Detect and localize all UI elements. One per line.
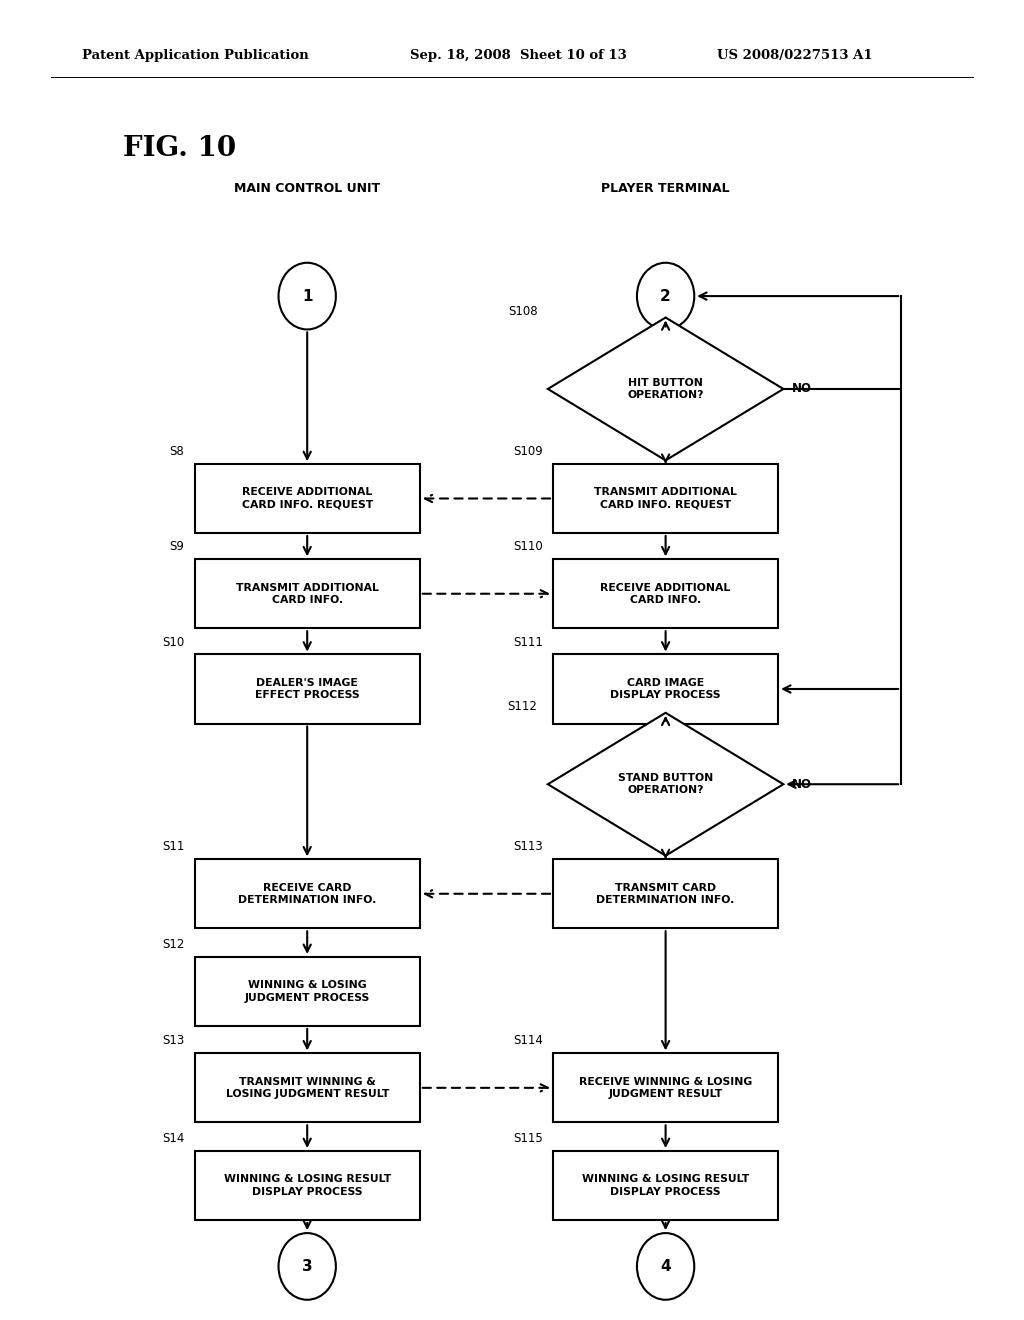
Polygon shape — [548, 318, 783, 461]
FancyBboxPatch shape — [195, 859, 420, 928]
Text: TRANSMIT WINNING &
LOSING JUDGMENT RESULT: TRANSMIT WINNING & LOSING JUDGMENT RESUL… — [225, 1077, 389, 1100]
Circle shape — [637, 263, 694, 330]
Text: RECEIVE CARD
DETERMINATION INFO.: RECEIVE CARD DETERMINATION INFO. — [238, 883, 377, 906]
Text: TRANSMIT ADDITIONAL
CARD INFO.: TRANSMIT ADDITIONAL CARD INFO. — [236, 582, 379, 605]
Text: HIT BUTTON
OPERATION?: HIT BUTTON OPERATION? — [628, 378, 703, 400]
Text: DEALER'S IMAGE
EFFECT PROCESS: DEALER'S IMAGE EFFECT PROCESS — [255, 677, 359, 700]
Text: FIG. 10: FIG. 10 — [123, 136, 236, 162]
Circle shape — [279, 1233, 336, 1300]
Text: US 2008/0227513 A1: US 2008/0227513 A1 — [717, 49, 872, 62]
Text: S13: S13 — [162, 1035, 184, 1047]
Text: RECEIVE ADDITIONAL
CARD INFO. REQUEST: RECEIVE ADDITIONAL CARD INFO. REQUEST — [242, 487, 373, 510]
Text: RECEIVE ADDITIONAL
CARD INFO.: RECEIVE ADDITIONAL CARD INFO. — [600, 582, 731, 605]
Text: STAND BUTTON
OPERATION?: STAND BUTTON OPERATION? — [617, 774, 714, 796]
Text: PLAYER TERMINAL: PLAYER TERMINAL — [601, 182, 730, 195]
Text: 2: 2 — [660, 289, 671, 304]
Text: S115: S115 — [513, 1133, 543, 1144]
Text: S114: S114 — [513, 1035, 543, 1047]
FancyBboxPatch shape — [195, 957, 420, 1026]
FancyBboxPatch shape — [195, 560, 420, 628]
Text: 1: 1 — [302, 289, 312, 304]
Text: WINNING & LOSING
JUDGMENT PROCESS: WINNING & LOSING JUDGMENT PROCESS — [245, 981, 370, 1003]
Text: S10: S10 — [162, 635, 184, 648]
Text: S112: S112 — [508, 700, 538, 713]
Text: S113: S113 — [513, 841, 543, 853]
Text: S8: S8 — [170, 445, 184, 458]
Text: Sep. 18, 2008  Sheet 10 of 13: Sep. 18, 2008 Sheet 10 of 13 — [410, 49, 627, 62]
Text: TRANSMIT ADDITIONAL
CARD INFO. REQUEST: TRANSMIT ADDITIONAL CARD INFO. REQUEST — [594, 487, 737, 510]
Text: YES: YES — [676, 862, 700, 875]
FancyBboxPatch shape — [195, 463, 420, 533]
Text: 3: 3 — [302, 1259, 312, 1274]
Text: RECEIVE WINNING & LOSING
JUDGMENT RESULT: RECEIVE WINNING & LOSING JUDGMENT RESULT — [579, 1077, 753, 1100]
FancyBboxPatch shape — [553, 1151, 778, 1220]
Text: WINNING & LOSING RESULT
DISPLAY PROCESS: WINNING & LOSING RESULT DISPLAY PROCESS — [223, 1175, 391, 1197]
Text: S12: S12 — [162, 939, 184, 950]
Polygon shape — [548, 713, 783, 855]
Text: TRANSMIT CARD
DETERMINATION INFO.: TRANSMIT CARD DETERMINATION INFO. — [596, 883, 735, 906]
FancyBboxPatch shape — [553, 859, 778, 928]
Text: NO: NO — [792, 777, 812, 791]
Text: YES: YES — [676, 466, 700, 479]
Circle shape — [279, 263, 336, 330]
Text: S110: S110 — [513, 540, 543, 553]
FancyBboxPatch shape — [195, 655, 420, 723]
FancyBboxPatch shape — [553, 560, 778, 628]
FancyBboxPatch shape — [195, 1053, 420, 1122]
FancyBboxPatch shape — [553, 463, 778, 533]
Text: S9: S9 — [169, 540, 184, 553]
Circle shape — [637, 1233, 694, 1300]
Text: NO: NO — [792, 383, 812, 396]
Text: S111: S111 — [513, 635, 543, 648]
Text: S14: S14 — [162, 1133, 184, 1144]
Text: CARD IMAGE
DISPLAY PROCESS: CARD IMAGE DISPLAY PROCESS — [610, 677, 721, 700]
FancyBboxPatch shape — [195, 1151, 420, 1220]
Text: Patent Application Publication: Patent Application Publication — [82, 49, 308, 62]
Text: MAIN CONTROL UNIT: MAIN CONTROL UNIT — [234, 182, 380, 195]
Text: 4: 4 — [660, 1259, 671, 1274]
FancyBboxPatch shape — [553, 655, 778, 723]
Text: S11: S11 — [162, 841, 184, 853]
Text: S108: S108 — [508, 305, 538, 318]
FancyBboxPatch shape — [553, 1053, 778, 1122]
Text: S109: S109 — [513, 445, 543, 458]
Text: WINNING & LOSING RESULT
DISPLAY PROCESS: WINNING & LOSING RESULT DISPLAY PROCESS — [582, 1175, 750, 1197]
